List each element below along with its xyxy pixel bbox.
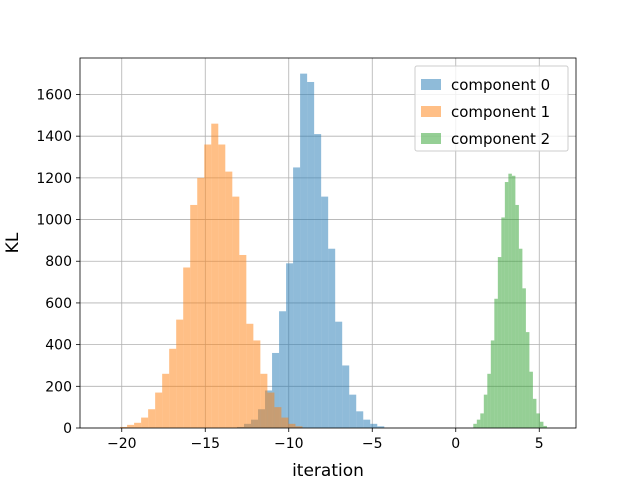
legend: component 0 component 1 component 2	[414, 65, 569, 152]
histogram-bar	[377, 426, 385, 428]
histogram-bar	[314, 134, 322, 428]
histogram-bar	[225, 171, 233, 428]
y-axis-label: KL	[3, 232, 23, 253]
histogram-bar	[272, 352, 280, 428]
histogram-bar	[522, 288, 526, 428]
histogram-bar	[525, 332, 530, 428]
histogram-bar	[494, 298, 498, 428]
histogram-bar	[349, 394, 357, 428]
series-2	[473, 173, 547, 428]
histogram-bar	[218, 144, 226, 428]
histogram-bar	[286, 263, 294, 428]
histogram-bar	[539, 421, 544, 428]
histogram-bar	[260, 373, 268, 428]
histogram-bar	[267, 392, 275, 428]
y-tick-label: 600	[45, 296, 72, 312]
tick-labels: −20 −15 −10 −5 0 5 0 200 400 600 800 1000 1200 1400 16…	[36, 87, 543, 452]
histogram-bar	[176, 319, 184, 428]
legend-swatch	[421, 106, 441, 117]
y-tick-label: 1600	[36, 87, 72, 103]
axes	[79, 57, 577, 429]
histogram-bar	[490, 340, 495, 428]
histogram-bar	[197, 177, 205, 428]
x-tick-label: 0	[451, 436, 460, 452]
histogram-bar	[127, 424, 135, 428]
histogram-bar	[169, 348, 177, 428]
x-tick-label: 5	[535, 436, 544, 452]
y-tick-label: 0	[63, 421, 72, 437]
histogram-bar	[363, 419, 371, 428]
y-tick-label: 1000	[36, 213, 72, 229]
histogram-bar	[134, 422, 142, 428]
histogram-bar	[532, 398, 537, 428]
y-tick-label: 1400	[36, 129, 72, 145]
x-tick-label: −5	[362, 436, 383, 452]
legend-label: component 2	[451, 130, 550, 148]
histogram-bar	[279, 311, 287, 428]
histogram-bar	[307, 81, 315, 428]
series-1	[120, 123, 303, 428]
histogram-bar	[288, 423, 296, 428]
histogram-bar	[239, 254, 247, 428]
plot-frame	[79, 57, 577, 429]
legend-swatch	[421, 79, 441, 90]
histogram-bar	[473, 423, 477, 428]
histogram-bar	[321, 196, 329, 428]
histogram-bar	[501, 217, 505, 428]
histogram-bar	[211, 123, 219, 428]
histogram-bars	[120, 73, 547, 429]
histogram-bar	[183, 267, 191, 428]
x-tick-label: −10	[274, 436, 304, 452]
histogram-bar	[253, 340, 261, 428]
legend-label: component 1	[451, 103, 550, 121]
histogram-bar	[232, 196, 240, 428]
histogram-bar	[480, 413, 484, 428]
histogram-bar	[370, 423, 378, 428]
histogram-bar	[356, 411, 364, 428]
histogram-bar	[274, 407, 282, 428]
histogram-bar	[518, 248, 523, 428]
histogram-bar	[497, 257, 502, 428]
histogram-bar	[529, 371, 533, 428]
histogram-bar	[342, 365, 350, 428]
histogram-bar	[511, 175, 516, 428]
histogram-bar	[476, 419, 481, 428]
histogram-bar	[328, 248, 336, 428]
y-tick-label: 400	[45, 338, 72, 354]
legend-label: component 0	[451, 76, 550, 94]
histogram-bar	[162, 373, 170, 428]
histogram-bar	[155, 392, 163, 428]
histogram-bar	[120, 426, 128, 428]
histogram-bar	[487, 373, 491, 428]
histogram-bar	[204, 144, 212, 428]
histogram-bar	[300, 73, 308, 429]
histogram-bar	[190, 204, 198, 428]
histogram-bar	[483, 394, 488, 428]
y-tick-label: 800	[45, 254, 72, 270]
histogram-bar	[536, 413, 540, 428]
histogram-bar	[246, 323, 254, 428]
y-tick-label: 1200	[36, 171, 72, 187]
histogram-bar	[504, 182, 509, 428]
x-tick-label: −15	[190, 436, 220, 452]
y-tick-label: 200	[45, 379, 72, 395]
histogram-bar	[335, 321, 343, 428]
histogram-bar	[293, 167, 301, 428]
histogram-bar	[295, 426, 303, 428]
histogram-bar	[148, 409, 156, 428]
x-axis-label: iteration	[292, 461, 364, 480]
histogram-bar	[508, 173, 512, 428]
legend-box	[414, 65, 569, 152]
histogram-bar	[515, 204, 519, 428]
x-tick-label: −20	[107, 436, 137, 452]
histogram-bar	[281, 417, 289, 428]
legend-swatch	[421, 133, 441, 144]
histogram-bar	[543, 425, 547, 428]
histogram-bar	[141, 417, 149, 428]
